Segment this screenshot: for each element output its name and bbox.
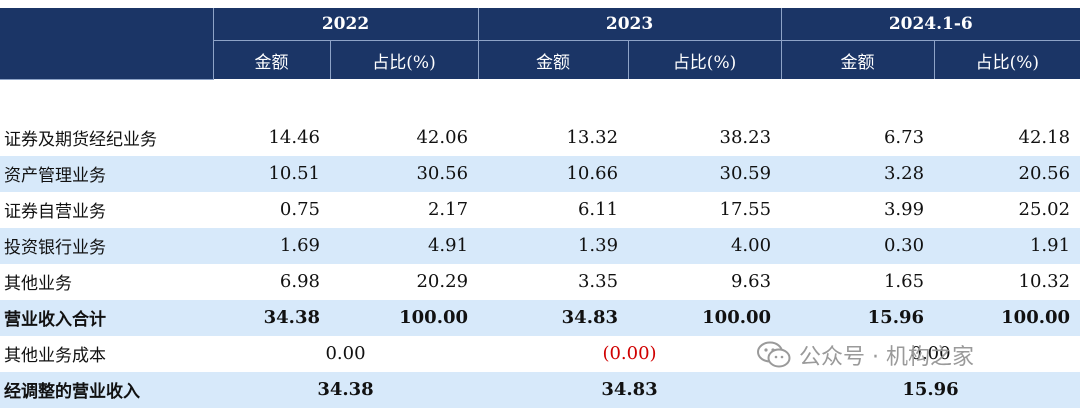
row-label: 证券及期货经纪业务 — [4, 130, 157, 150]
ratio-cell: 2.17 — [427, 199, 469, 220]
year-2022-header: 2022 — [212, 8, 479, 41]
ratio-cell: 100.00 — [330, 299, 479, 336]
ratio-cell: 4.00 — [628, 227, 782, 264]
amount-header: 金额 — [212, 40, 330, 79]
table-row: 资产管理业务 10.51 30.56 10.66 30.59 3.28 20.5… — [0, 155, 1080, 192]
ratio-cell: 20.29 — [416, 271, 469, 292]
adjusted-2024h1-cell: 15.96 — [781, 371, 1080, 408]
ratio-header: 占比(%) — [329, 40, 479, 79]
amount-cell: 0.75 — [279, 199, 320, 220]
amount-cell: 1.39 — [478, 227, 629, 264]
spacer-row — [0, 79, 1080, 120]
ratio-cell: 100.00 — [628, 299, 782, 336]
table-row: 投资银行业务 1.69 4.91 1.39 4.00 0.30 1.91 — [0, 227, 1080, 264]
ratio-cell: 38.23 — [719, 127, 772, 148]
row-label: 营业收入合计 — [0, 299, 213, 336]
amount-cell: 0.30 — [781, 227, 935, 264]
amount-header: 金额 — [477, 40, 629, 79]
adjusted-revenue-row: 经调整的营业收入 34.38 34.83 15.96 — [0, 371, 1080, 408]
table-row: 证券及期货经纪业务 14.46 42.06 13.32 38.23 6.73 4… — [0, 120, 1080, 156]
amount-cell: 6.73 — [883, 127, 925, 148]
ratio-cell: 20.56 — [934, 155, 1080, 192]
amount-cell: 14.46 — [268, 127, 320, 148]
amount-cell: 6.11 — [577, 199, 619, 220]
amount-cell: 1.65 — [883, 271, 925, 292]
ratio-cell: 1.91 — [934, 227, 1080, 264]
amount-cell: 34.83 — [478, 299, 629, 336]
ratio-cell: 10.32 — [1018, 271, 1071, 292]
cropped-title-strip — [0, 0, 1080, 8]
other-cost-row: 其他业务成本 0.00 (0.00) 0.00 — [0, 336, 1080, 372]
amount-cell: 3.28 — [781, 155, 935, 192]
amount-cell: 1.69 — [213, 227, 330, 264]
ratio-cell: 42.18 — [1018, 127, 1071, 148]
ratio-cell: 17.55 — [719, 199, 772, 220]
row-label: 其他业务 — [4, 274, 72, 294]
row-label: 其他业务成本 — [4, 346, 106, 366]
subheader-row: 金额 占比(%) 金额 占比(%) 金额 占比(%) — [0, 40, 1080, 79]
year-header-row: 2022 2023 2024.1-6 — [0, 8, 1080, 80]
adjusted-2022-cell: 34.38 — [213, 371, 479, 408]
wechat-icon — [757, 341, 791, 368]
ratio-cell: 4.91 — [330, 227, 479, 264]
amount-cell: 6.98 — [279, 271, 320, 292]
year-2023-header: 2023 — [477, 8, 782, 41]
total-row: 营业收入合计 34.38 100.00 34.83 100.00 15.96 1… — [0, 299, 1080, 336]
row-label: 证券自营业务 — [4, 202, 106, 222]
ratio-cell: 100.00 — [934, 299, 1080, 336]
ratio-header: 占比(%) — [627, 40, 782, 79]
watermark-text: 公众号 · 机构之家 — [799, 345, 974, 370]
amount-cell: 3.35 — [577, 271, 619, 292]
watermark: 公众号 · 机构之家 — [757, 338, 974, 372]
year-2024h1-header: 2024.1-6 — [780, 8, 1080, 41]
amount-cell: 13.32 — [566, 127, 619, 148]
amount-cell: 15.96 — [781, 299, 935, 336]
cost-2022-cell: 0.00 — [325, 343, 366, 364]
adjusted-2023-cell: 34.83 — [478, 371, 782, 408]
amount-cell: 10.66 — [478, 155, 629, 192]
ratio-cell: 25.02 — [1018, 199, 1071, 220]
amount-cell: 10.51 — [213, 155, 330, 192]
ratio-header: 占比(%) — [933, 40, 1080, 79]
amount-header: 金额 — [780, 40, 935, 79]
table-row: 其他业务 6.98 20.29 3.35 9.63 1.65 10.32 — [0, 264, 1080, 300]
cost-2024h1-cell: 0.00 — [910, 343, 951, 364]
table-row: 证券自营业务 0.75 2.17 6.11 17.55 3.99 25.02 — [0, 192, 1080, 228]
corner-cell — [0, 8, 213, 80]
row-label: 资产管理业务 — [0, 155, 213, 192]
row-label: 经调整的营业收入 — [0, 371, 213, 408]
ratio-cell: 30.59 — [628, 155, 782, 192]
ratio-cell: 30.56 — [330, 155, 479, 192]
row-label: 投资银行业务 — [0, 227, 213, 264]
ratio-cell: 42.06 — [416, 127, 469, 148]
amount-cell: 3.99 — [883, 199, 925, 220]
revenue-table: 2022 2023 2024.1-6 金额 占比(%) 金额 占比(%) 金额 … — [0, 8, 1080, 408]
amount-cell: 34.38 — [213, 299, 330, 336]
ratio-cell: 9.63 — [730, 271, 772, 292]
cost-2023-cell: (0.00) — [602, 343, 657, 364]
